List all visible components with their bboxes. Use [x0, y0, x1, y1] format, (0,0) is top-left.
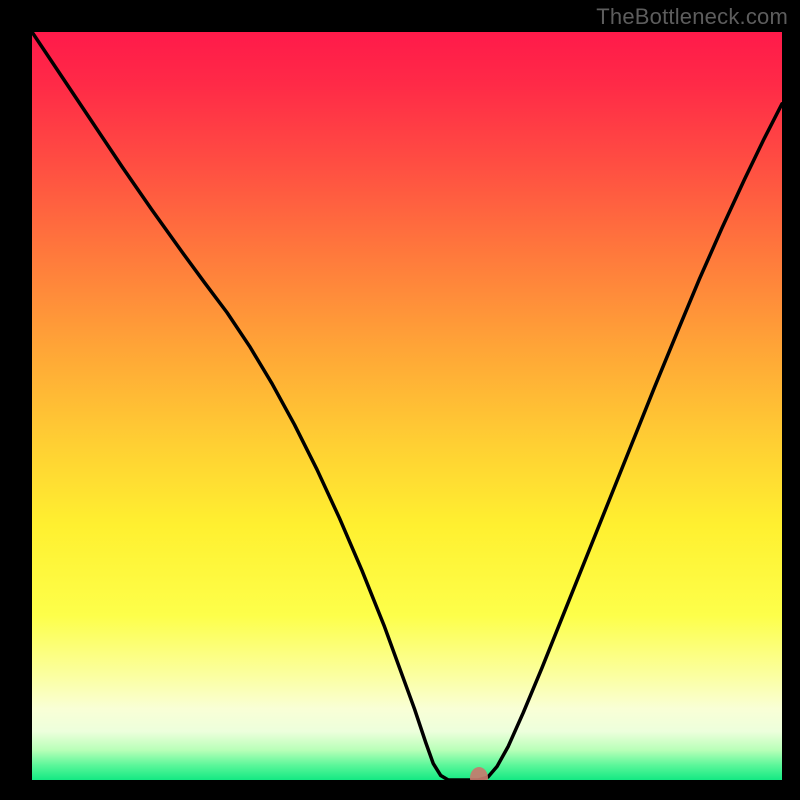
curve-path [32, 32, 782, 780]
watermark-text: TheBottleneck.com [596, 4, 788, 30]
bottleneck-curve [32, 32, 782, 780]
chart-plot-area [32, 32, 782, 780]
